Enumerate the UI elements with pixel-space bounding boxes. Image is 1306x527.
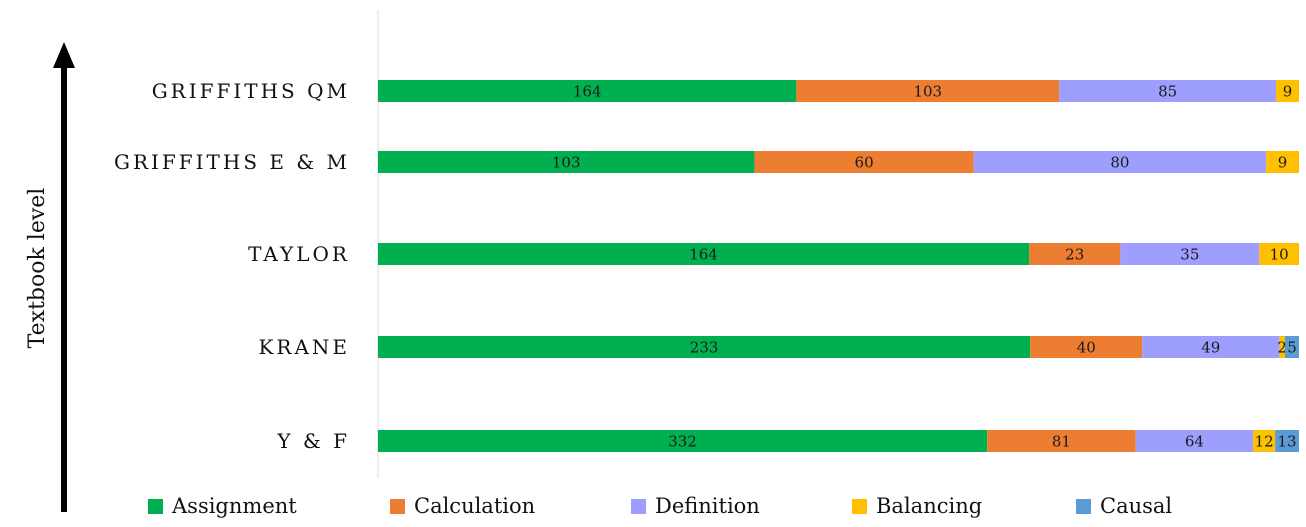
bar-segment-taylor-assignment [378, 243, 1030, 265]
category-label-griffiths-e-and-m: GRIFFITHS E & M [114, 150, 350, 174]
data-label-krane-definition: 49 [1201, 339, 1220, 357]
legend-swatch-calculation [390, 499, 405, 514]
data-label-griffiths-qm-assignment: 164 [573, 83, 602, 101]
legend-swatch-definition [631, 499, 646, 514]
data-label-y-and-f-causal: 13 [1278, 433, 1297, 451]
data-label-griffiths-qm-balancing: 9 [1283, 83, 1293, 101]
bar-segment-griffiths-qm-definition [1059, 80, 1277, 102]
y-axis-title: Textbook level [25, 188, 50, 349]
legend-swatch-causal [1076, 499, 1091, 514]
bar-segment-krane-definition [1142, 336, 1280, 358]
data-label-krane-causal: 5 [1287, 339, 1297, 357]
data-label-griffiths-e-and-m-balancing: 9 [1278, 154, 1288, 172]
legend-label-balancing: Balancing [876, 494, 982, 518]
bars-layer: 164 103 85 9 103 60 80 9 164 23 35 10 233 40 49 2 5 332 81… [378, 80, 1299, 452]
data-label-griffiths-e-and-m-assignment: 103 [552, 154, 581, 172]
bar-segment-krane-causal [1285, 336, 1299, 358]
bar-segment-griffiths-e-and-m-definition [973, 151, 1267, 173]
bar-segment-griffiths-e-and-m-balancing [1266, 151, 1299, 173]
bar-segment-taylor-balancing [1259, 243, 1299, 265]
data-label-krane-balancing: 2 [1277, 339, 1287, 357]
data-label-taylor-definition: 35 [1180, 246, 1199, 264]
bar-segment-griffiths-qm-balancing [1276, 80, 1299, 102]
legend-swatch-assignment [148, 499, 163, 514]
bar-segment-krane-balancing [1279, 336, 1286, 358]
data-label-y-and-f-definition: 64 [1185, 433, 1204, 451]
data-label-griffiths-qm-calculation: 103 [913, 83, 942, 101]
category-labels: GRIFFITHS QM GRIFFITHS E & M TAYLOR KRANE Y … [114, 79, 350, 453]
data-label-krane-assignment: 233 [690, 339, 719, 357]
data-label-y-and-f-balancing: 12 [1255, 433, 1274, 451]
data-label-griffiths-qm-definition: 85 [1158, 83, 1177, 101]
bar-segment-griffiths-e-and-m-calculation [754, 151, 974, 173]
data-label-y-and-f-assignment: 332 [668, 433, 697, 451]
data-label-taylor-assignment: 164 [689, 246, 718, 264]
category-label-krane: KRANE [258, 335, 350, 359]
bar-segment-griffiths-qm-assignment [378, 80, 797, 102]
legend-label-assignment: Assignment [171, 494, 297, 518]
legend-label-calculation: Calculation [414, 494, 535, 518]
legend: Assignment Calculation Definition Balancing… [148, 494, 1172, 518]
data-label-griffiths-e-and-m-calculation: 60 [855, 154, 874, 172]
bar-segment-y-and-f-definition [1135, 430, 1254, 452]
bar-segment-taylor-calculation [1029, 243, 1121, 265]
bar-segment-y-and-f-balancing [1253, 430, 1276, 452]
category-label-taylor: TAYLOR [248, 242, 350, 266]
legend-label-causal: Causal [1100, 494, 1172, 518]
category-label-griffiths-qm: GRIFFITHS QM [152, 79, 350, 103]
data-label-taylor-calculation: 23 [1065, 246, 1084, 264]
bar-segment-y-and-f-assignment [378, 430, 988, 452]
bar-segment-y-and-f-calculation [987, 430, 1136, 452]
legend-swatch-balancing [852, 499, 867, 514]
legend-label-definition: Definition [655, 494, 760, 518]
data-label-y-and-f-calculation: 81 [1052, 433, 1071, 451]
bar-segment-krane-calculation [1030, 336, 1143, 358]
level-arrow-head [53, 42, 75, 68]
bar-segment-y-and-f-causal [1275, 430, 1299, 452]
bar-segment-krane-assignment [378, 336, 1031, 358]
data-label-krane-calculation: 40 [1077, 339, 1096, 357]
bar-segment-griffiths-e-and-m-assignment [378, 151, 755, 173]
data-label-griffiths-e-and-m-definition: 80 [1110, 154, 1129, 172]
data-label-taylor-balancing: 10 [1270, 246, 1289, 264]
bar-segment-griffiths-qm-calculation [796, 80, 1060, 102]
category-label-y-and-f: Y & F [276, 429, 350, 453]
bar-segment-taylor-definition [1120, 243, 1260, 265]
